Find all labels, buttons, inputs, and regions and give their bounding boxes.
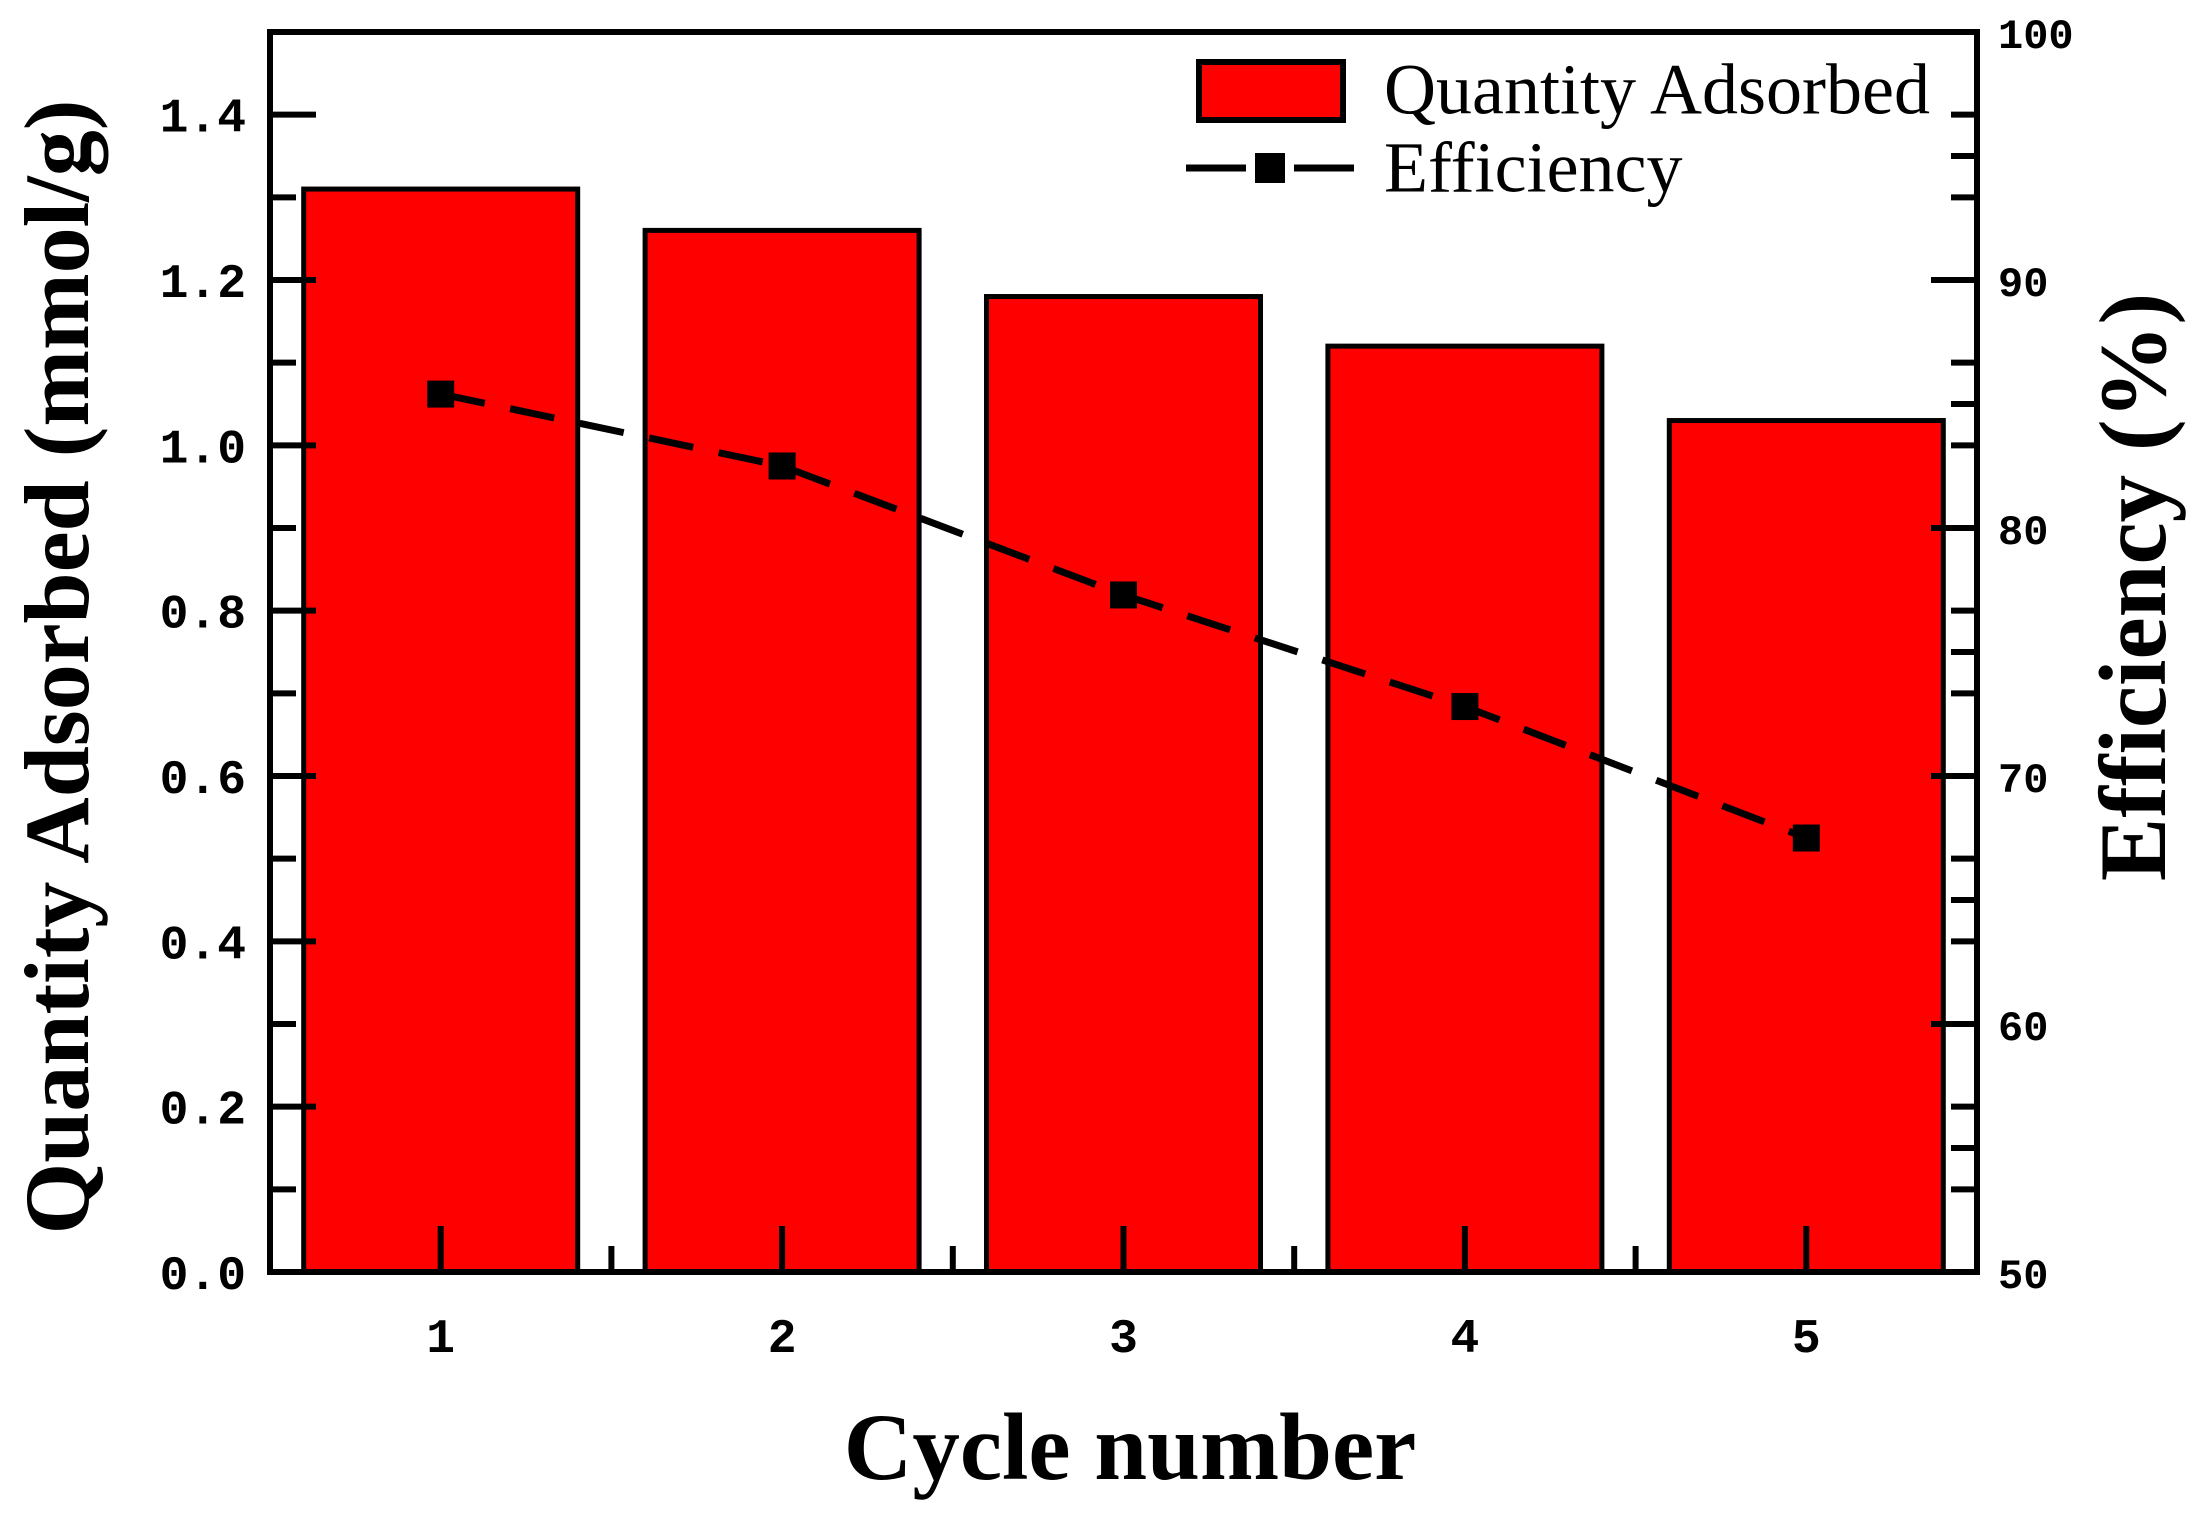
right-axis-title: Efficiency (%) [2080,292,2186,882]
right-axis-tick-label: 90 [1998,261,2048,309]
left-axis-tick-label: 0.2 [160,1085,246,1139]
legend-label-efficiency: Efficiency [1384,127,1683,208]
x-axis-tick-label: 5 [1792,1313,1821,1367]
x-axis-tick-label: 1 [426,1313,455,1367]
legend-marker-sample [1255,153,1285,183]
legend-label-quantity-adsorbed: Quantity Adsorbed [1384,49,1930,130]
left-axis-tick-label: 0.0 [160,1250,246,1304]
left-axis-tick-label: 0.4 [160,919,246,973]
x-axis-tick-label: 3 [1109,1313,1138,1367]
left-axis-tick-label: 0.8 [160,589,246,643]
left-axis-tick-label: 1.2 [160,258,246,312]
efficiency-marker-cycle-2 [768,452,796,480]
x-axis-tick-label: 2 [768,1313,797,1367]
bar-cycle-2 [642,227,922,1275]
x-axis-title: Cycle number [843,1394,1417,1500]
bar-cycle-4 [1325,343,1605,1275]
right-axis-tick-label: 70 [1998,757,2048,805]
efficiency-marker-cycle-4 [1451,693,1479,721]
efficiency-marker-cycle-1 [427,380,455,408]
legend-swatch-quantity-adsorbed [1196,59,1346,123]
bar-cycle-1 [301,186,581,1275]
x-axis-tick-label: 4 [1450,1313,1479,1367]
bar-cycle-3 [984,294,1263,1275]
left-axis-title: Quantity Adsorbed (mmol/g) [6,99,108,1235]
left-axis-tick-label: 0.6 [160,754,246,808]
right-axis-tick-label: 80 [1998,509,2048,557]
left-axis-tick-label: 1.0 [160,423,246,477]
right-axis-tick-label: 50 [1998,1253,2048,1301]
left-axis-tick-label: 1.4 [160,93,246,147]
efficiency-marker-cycle-3 [1110,581,1137,609]
efficiency-marker-cycle-5 [1792,824,1820,852]
right-axis-tick-label: 60 [1998,1005,2048,1053]
right-axis-tick-label: 100 [1998,13,2074,61]
